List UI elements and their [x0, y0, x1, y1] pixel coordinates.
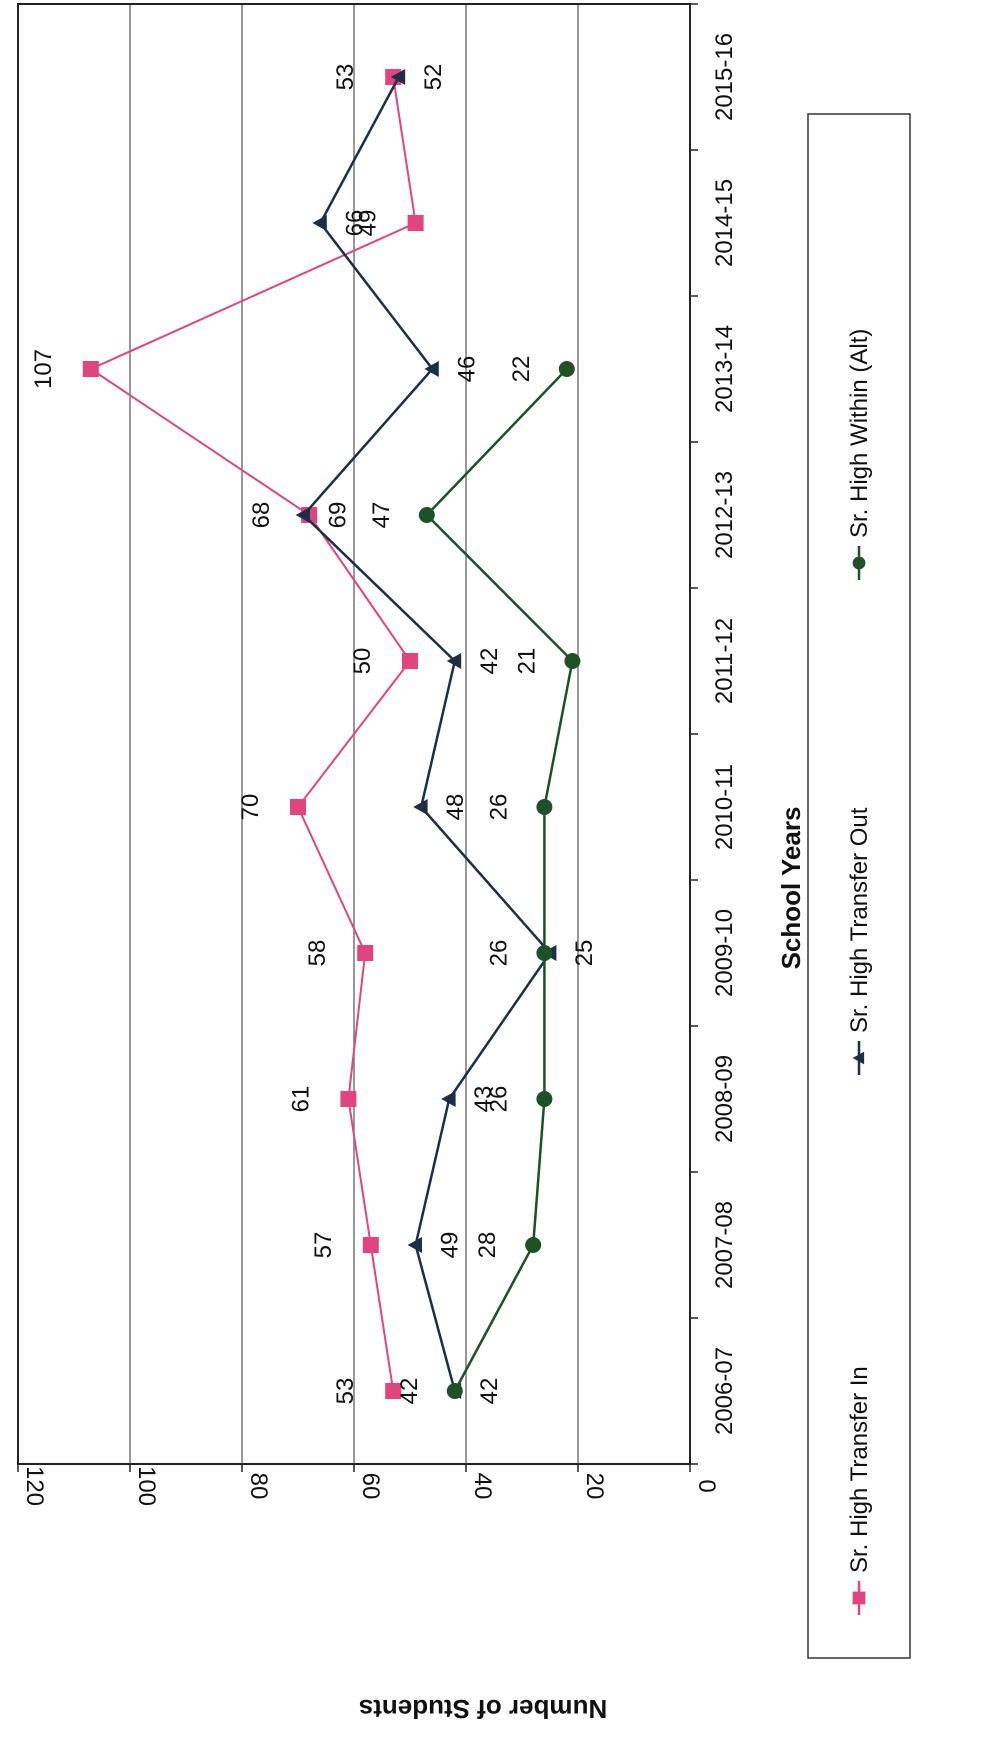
square-marker — [385, 1383, 402, 1399]
data-label: 69 — [325, 502, 352, 529]
value-tick-label: 100 — [133, 1466, 160, 1506]
series-layer — [82, 69, 581, 1399]
category-tick-label: 2009-10 — [711, 909, 738, 997]
y-axis-title-group: Number of Students — [359, 1694, 607, 1724]
triangle-marker — [852, 1051, 865, 1065]
category-tick-label: 2006-07 — [711, 1347, 738, 1435]
data-label: 22 — [508, 356, 535, 383]
series-line — [301, 76, 552, 1392]
triangle-marker — [407, 1237, 422, 1253]
value-tick-label: 120 — [21, 1466, 48, 1506]
x-axis-title: School Years — [776, 807, 806, 970]
series-line — [425, 368, 574, 1392]
circle-marker — [558, 361, 575, 377]
category-tick-label: 2012-13 — [711, 471, 738, 559]
square-marker — [82, 361, 99, 377]
data-label: 42 — [476, 648, 503, 675]
circle-marker — [525, 1237, 542, 1253]
data-label: 48 — [442, 794, 469, 821]
data-label: 26 — [485, 794, 512, 821]
value-tick-label: 60 — [357, 1473, 384, 1500]
circle-marker — [564, 653, 581, 669]
axis-ticks: 0 20 40 60 80 100 120 2006-07 2007-08 2008-09 2009… — [17, 3, 738, 1506]
value-tick-label: 0 — [693, 1479, 720, 1492]
triangle-marker — [424, 361, 439, 377]
legend-entries: Sr. High Transfer In Sr. High Transfer Ou… — [846, 329, 873, 1615]
square-marker — [357, 945, 374, 961]
data-label: 53 — [332, 64, 359, 91]
data-label: 49 — [355, 210, 382, 237]
data-label: 42 — [396, 1378, 423, 1405]
data-label: 61 — [287, 1086, 314, 1113]
triangle-marker — [295, 507, 310, 523]
data-label: 53 — [332, 1378, 359, 1405]
series-line — [88, 76, 417, 1392]
data-label: 57 — [310, 1232, 337, 1259]
square-marker — [852, 1591, 866, 1605]
data-label: 46 — [453, 356, 480, 383]
category-tick-label: 2015-16 — [711, 33, 738, 121]
data-label: 28 — [474, 1232, 501, 1259]
data-label: 70 — [237, 794, 264, 821]
data-label: 25 — [571, 940, 598, 967]
value-tick-label: 20 — [581, 1473, 608, 1500]
triangle-marker — [413, 799, 428, 815]
data-label: 26 — [485, 1086, 512, 1113]
triangle-marker — [390, 69, 406, 85]
circle-marker — [536, 1091, 553, 1107]
data-label: 107 — [30, 349, 57, 389]
category-tick-label: 2014-15 — [711, 179, 738, 267]
data-labels: 53 57 61 58 70 50 68 107 49 53 42 49 43 25 48 42 69 46 66 5… — [30, 64, 598, 1405]
square-marker — [407, 215, 424, 231]
x-axis-title-group: School Years — [776, 807, 806, 970]
square-marker — [340, 1091, 357, 1107]
square-marker — [402, 653, 418, 669]
value-tick-label: 40 — [469, 1473, 496, 1500]
triangle-marker — [446, 653, 462, 669]
square-marker — [362, 1237, 379, 1253]
square-marker — [290, 799, 306, 815]
legend-label: Sr. High Transfer In — [846, 1366, 873, 1573]
y-axis-title: Number of Students — [359, 1694, 607, 1724]
category-tick-label: 2007-08 — [711, 1201, 738, 1289]
data-label: 68 — [248, 502, 275, 529]
circle-marker — [536, 945, 553, 961]
data-label: 43 — [470, 1086, 497, 1113]
data-label: 66 — [341, 210, 368, 237]
circle-marker — [446, 1383, 463, 1399]
triangle-marker — [441, 1091, 456, 1107]
data-label: 52 — [420, 64, 447, 91]
circle-marker — [418, 507, 435, 523]
value-tick-label: 80 — [245, 1473, 272, 1500]
category-tick-label: 2011-12 — [711, 618, 738, 704]
data-label: 58 — [304, 940, 331, 967]
circle-marker — [536, 799, 553, 815]
data-label: 21 — [513, 648, 540, 675]
circle-marker — [852, 556, 866, 570]
triangle-marker — [312, 215, 327, 231]
legend — [807, 113, 911, 1659]
legend-label: Sr. High Within (Alt) — [846, 329, 873, 538]
data-label: 42 — [476, 1378, 503, 1405]
legend-label: Sr. High Transfer Out — [846, 807, 873, 1033]
category-tick-label: 2010-11 — [711, 764, 738, 850]
category-tick-label: 2008-09 — [711, 1055, 738, 1143]
data-label: 47 — [368, 502, 395, 529]
data-label: 26 — [485, 940, 512, 967]
data-label: 50 — [349, 648, 376, 675]
data-label: 49 — [437, 1232, 464, 1259]
category-tick-label: 2013-14 — [711, 325, 738, 413]
